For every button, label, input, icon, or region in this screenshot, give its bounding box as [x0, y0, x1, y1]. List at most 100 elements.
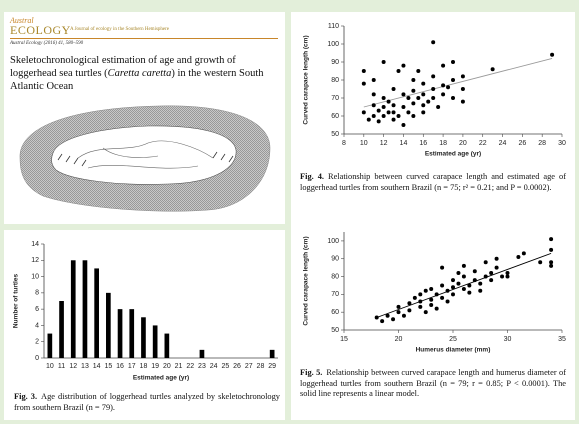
x-tick-label: 8	[342, 140, 346, 147]
bar	[269, 349, 275, 358]
point	[376, 119, 381, 124]
y-tick-label: 12	[31, 257, 39, 264]
point	[391, 110, 396, 115]
point	[521, 251, 526, 256]
point	[429, 287, 434, 292]
point	[371, 78, 376, 82]
point	[396, 69, 401, 73]
point	[483, 260, 488, 265]
point	[371, 114, 376, 118]
y-tick-label: 10	[31, 273, 39, 280]
point	[380, 319, 385, 324]
point	[467, 283, 472, 288]
point	[418, 304, 423, 309]
caption-text: Relationship between curved carapace len…	[300, 172, 566, 192]
point	[550, 52, 555, 57]
point	[489, 278, 494, 283]
x-axis-label: Estimated age (yr)	[133, 375, 189, 382]
x-tick-label: 18	[140, 363, 148, 370]
point	[391, 87, 396, 91]
bar	[82, 260, 88, 358]
point	[431, 74, 436, 79]
point	[490, 67, 495, 72]
point	[426, 99, 431, 104]
point	[381, 96, 386, 100]
x-tick-label: 15	[340, 336, 348, 343]
x-tick-label: 20	[395, 336, 403, 343]
point	[440, 295, 445, 300]
point	[421, 110, 426, 115]
x-tick-label: 20	[459, 140, 467, 147]
figure-label: Fig. 5.	[300, 368, 323, 377]
figure-label: Fig. 4.	[300, 172, 324, 181]
point	[451, 278, 455, 283]
point	[538, 260, 543, 265]
point	[549, 263, 554, 268]
title-part: ) in the western South Atlantic Ocean	[10, 68, 264, 92]
point	[376, 108, 381, 113]
point	[456, 270, 461, 275]
point	[401, 63, 406, 68]
x-tick-label: 14	[400, 140, 408, 147]
y-tick-label: 0	[35, 355, 39, 362]
y-tick-label: 80	[331, 273, 339, 280]
point	[461, 274, 466, 279]
point	[361, 110, 366, 115]
point	[445, 299, 450, 304]
point	[460, 99, 465, 104]
point	[396, 304, 401, 309]
bar	[129, 309, 135, 358]
figure-caption: Fig. 4. Relationship between curved carap…	[300, 172, 566, 193]
y-tick-label: 50	[331, 131, 339, 138]
bone-texture	[77, 140, 214, 169]
y-tick-label: 100	[327, 41, 339, 48]
y-tick-label: 14	[31, 241, 39, 248]
point	[500, 274, 505, 279]
x-tick-label: 30	[558, 140, 566, 147]
x-tick-label: 24	[210, 363, 218, 370]
bar	[164, 333, 170, 358]
bar	[70, 260, 76, 358]
chart: 50 60 70 80 90 100 110 Estimated age (yr) Curved…	[303, 23, 566, 158]
point	[478, 288, 483, 293]
x-tick-label: 23	[198, 363, 206, 370]
x-tick-label: 17	[128, 363, 136, 370]
point	[411, 114, 416, 118]
bar	[94, 268, 99, 358]
point	[456, 281, 461, 286]
point	[440, 265, 445, 270]
x-tick-label: 29	[268, 363, 276, 370]
point	[386, 99, 391, 104]
x-tick-label: 12	[69, 363, 77, 370]
point	[434, 292, 439, 297]
point	[396, 114, 401, 118]
y-tick-label: 6	[35, 306, 39, 313]
y-axis-label: Curved carapace length (cm)	[303, 35, 310, 124]
point	[431, 40, 436, 45]
caption-text: Age distribution of loggerhead turtles a…	[14, 392, 280, 412]
x-tick-label: 26	[518, 140, 526, 147]
point	[401, 92, 406, 97]
y-tick-label: 80	[331, 77, 339, 84]
point	[472, 278, 477, 283]
x-tick-label: 25	[221, 363, 229, 370]
journal-header: Austral ECOLOGY A Journal of ecology in …	[10, 16, 278, 39]
x-tick-label: 28	[257, 363, 265, 370]
bone-cavity	[51, 125, 237, 185]
journal-tagline: A Journal of ecology in the Southern Hem…	[70, 27, 170, 32]
y-tick-label: 60	[331, 113, 339, 120]
point	[381, 114, 386, 118]
x-tick-label: 19	[151, 363, 159, 370]
bar	[47, 333, 53, 358]
figure-label: Fig. 3.	[14, 392, 38, 401]
bar	[152, 325, 158, 358]
point	[461, 263, 466, 268]
bar	[106, 292, 111, 358]
x-tick-label: 24	[499, 140, 507, 147]
point	[434, 306, 439, 311]
point	[429, 303, 434, 308]
point	[406, 96, 411, 100]
x-tick-label: 16	[419, 140, 427, 147]
x-tick-label: 16	[116, 363, 124, 370]
point	[423, 310, 428, 315]
